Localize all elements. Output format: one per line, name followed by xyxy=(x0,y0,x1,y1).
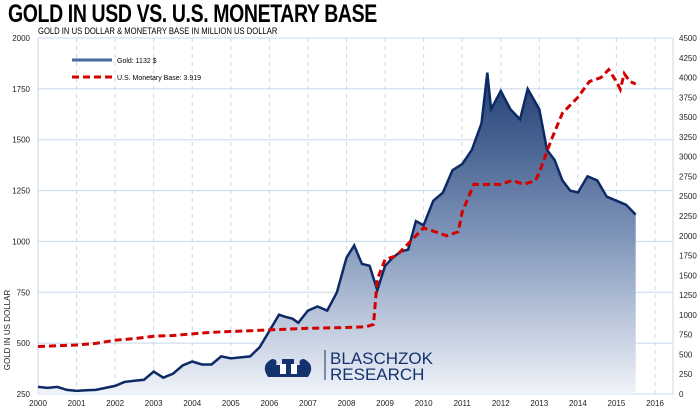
y-tick-label: 750 xyxy=(17,288,31,297)
y-tick-label: 1000 xyxy=(12,237,30,246)
x-tick-label: 2003 xyxy=(145,399,163,408)
x-tick-label: 2007 xyxy=(299,399,317,408)
x-tick-label: 2004 xyxy=(183,399,201,408)
y-tick-label: 2000 xyxy=(12,34,30,43)
x-tick-label: 2005 xyxy=(222,399,240,408)
y-right-tick-label: 250 xyxy=(679,370,693,379)
x-tick-label: 2013 xyxy=(530,399,548,408)
y-right-tick-label: 2250 xyxy=(679,212,697,221)
y-tick-label: 1500 xyxy=(12,136,30,145)
chart-title: GOLD IN USD VS. U.S. MONETARY BASE xyxy=(8,0,377,28)
y-right-tick-label: 2000 xyxy=(679,232,697,241)
y-right-tick-label: 750 xyxy=(679,331,693,340)
y-right-tick-label: 3750 xyxy=(679,93,697,102)
x-tick-label: 2001 xyxy=(68,399,86,408)
y-right-tick-label: 4500 xyxy=(679,34,697,43)
x-tick-label: 2006 xyxy=(260,399,278,408)
y-right-tick-label: 0 xyxy=(679,390,684,399)
y-right-tick-label: 1750 xyxy=(679,252,697,261)
y-right-tick-label: 3000 xyxy=(679,153,697,162)
gold-area xyxy=(38,72,636,394)
y-right-tick-label: 3500 xyxy=(679,113,697,122)
x-tick-label: 2008 xyxy=(338,399,356,408)
x-tick-label: 2002 xyxy=(106,399,124,408)
y-right-tick-label: 500 xyxy=(679,350,693,359)
watermark-logo: BLASCHZOK RESEARCH xyxy=(264,349,434,384)
chart-subtitle: GOLD IN US DOLLAR & MONETARY BASE IN MIL… xyxy=(38,26,278,36)
gold-series-line xyxy=(37,72,637,393)
legend: Gold: 1132 $ U.S. Monetary Base: 3.919 xyxy=(72,58,201,82)
y-right-tick-label: 1000 xyxy=(679,311,697,320)
x-tick-label: 2010 xyxy=(415,399,433,408)
y-tick-label: 500 xyxy=(17,339,31,348)
y-axis-label: GOLD IN US DOLLAR xyxy=(3,290,12,371)
monetary-base-series-line xyxy=(37,67,637,348)
x-tick-label: 2016 xyxy=(646,399,664,408)
watermark-line1: BLASCHZOK xyxy=(330,349,434,368)
x-tick-label: 2012 xyxy=(492,399,510,408)
y-tick-label: 1750 xyxy=(12,85,30,94)
y-right-tick-label: 1250 xyxy=(679,291,697,300)
y-right-tick-label: 1500 xyxy=(679,271,697,280)
y-right-tick-label: 3250 xyxy=(679,133,697,142)
legend-gold: Gold: 1132 $ xyxy=(117,58,157,65)
watermark-line2: RESEARCH xyxy=(330,365,424,384)
y-tick-label: 250 xyxy=(17,390,31,399)
x-tick-label: 2009 xyxy=(376,399,394,408)
viking-ship-icon xyxy=(264,359,312,377)
x-tick-label: 2011 xyxy=(454,399,472,408)
x-tick-label: 2015 xyxy=(608,399,626,408)
legend-base: U.S. Monetary Base: 3.919 xyxy=(117,75,201,82)
y-right-tick-label: 2750 xyxy=(679,172,697,181)
y-right-tick-label: 4000 xyxy=(679,74,697,83)
y-tick-label: 1250 xyxy=(12,187,30,196)
x-tick-label: 2000 xyxy=(29,399,47,408)
x-tick-label: 2014 xyxy=(569,399,587,408)
y-right-tick-label: 2500 xyxy=(679,192,697,201)
y-right-tick-label: 4250 xyxy=(679,54,697,63)
